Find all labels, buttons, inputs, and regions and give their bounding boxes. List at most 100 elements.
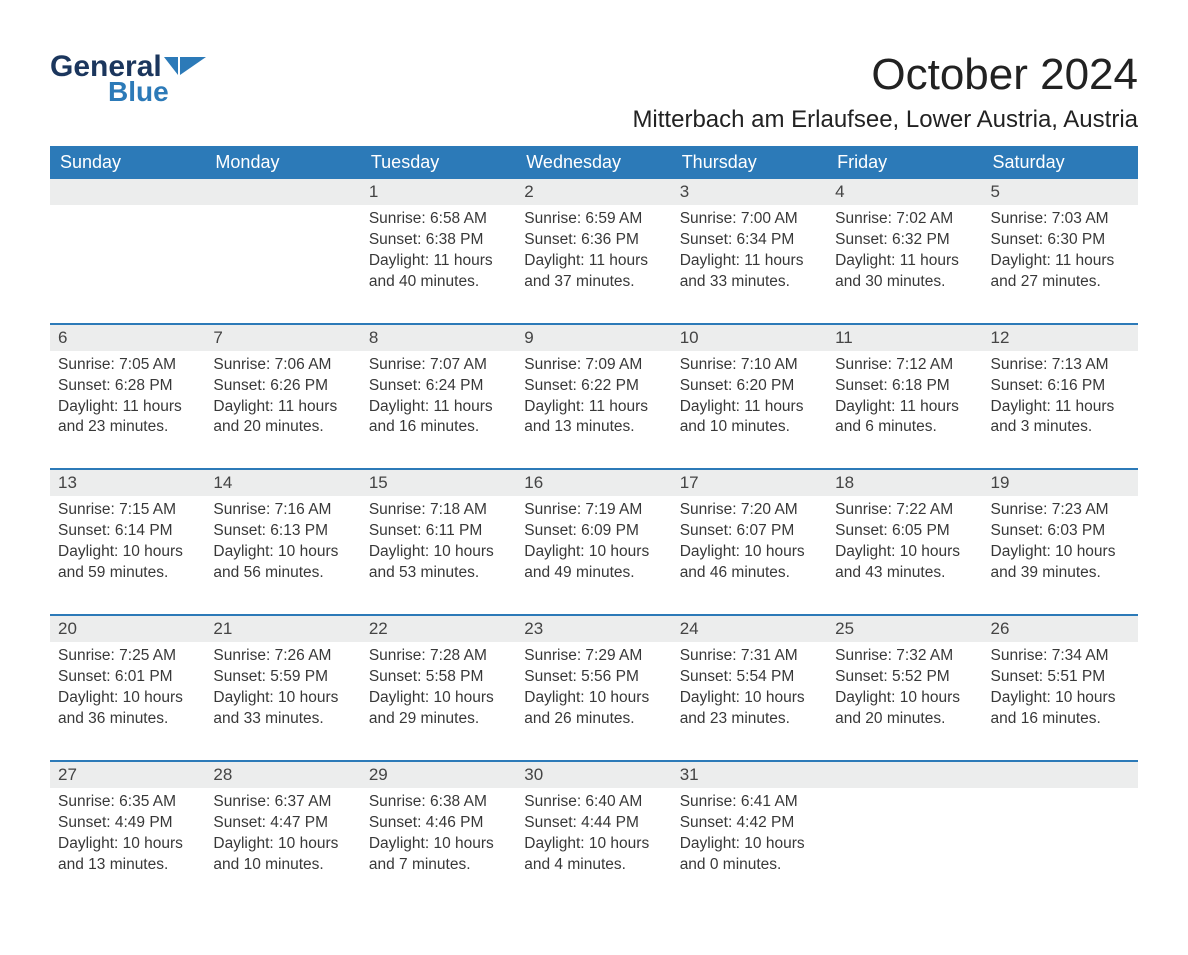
- day-number: 14: [205, 470, 360, 496]
- calendar-cell: 17Sunrise: 7:20 AMSunset: 6:07 PMDayligh…: [672, 469, 827, 615]
- day-number: 9: [516, 325, 671, 351]
- calendar-cell: 20Sunrise: 7:25 AMSunset: 6:01 PMDayligh…: [50, 615, 205, 761]
- day-details: Sunrise: 6:40 AMSunset: 4:44 PMDaylight:…: [516, 788, 671, 906]
- calendar-cell: 28Sunrise: 6:37 AMSunset: 4:47 PMDayligh…: [205, 761, 360, 906]
- title-block: October 2024 Mitterbach am Erlaufsee, Lo…: [632, 50, 1138, 134]
- logo-text-blue: Blue: [108, 76, 206, 108]
- day-number: 27: [50, 762, 205, 788]
- day-details: Sunrise: 7:34 AMSunset: 5:51 PMDaylight:…: [983, 642, 1138, 760]
- day-number: 22: [361, 616, 516, 642]
- day-details: Sunrise: 7:12 AMSunset: 6:18 PMDaylight:…: [827, 351, 982, 469]
- day-details: Sunrise: 7:05 AMSunset: 6:28 PMDaylight:…: [50, 351, 205, 469]
- header: General Blue October 2024 Mitterbach am …: [50, 50, 1138, 134]
- day-details: Sunrise: 7:00 AMSunset: 6:34 PMDaylight:…: [672, 205, 827, 323]
- calendar-cell: 16Sunrise: 7:19 AMSunset: 6:09 PMDayligh…: [516, 469, 671, 615]
- day-details-empty: [983, 788, 1138, 900]
- day-details: Sunrise: 7:06 AMSunset: 6:26 PMDaylight:…: [205, 351, 360, 469]
- day-number: 10: [672, 325, 827, 351]
- day-details: Sunrise: 6:35 AMSunset: 4:49 PMDaylight:…: [50, 788, 205, 906]
- calendar-cell: 30Sunrise: 6:40 AMSunset: 4:44 PMDayligh…: [516, 761, 671, 906]
- weekday-header-row: SundayMondayTuesdayWednesdayThursdayFrid…: [50, 146, 1138, 179]
- day-number: 4: [827, 179, 982, 205]
- weekday-header: Saturday: [983, 146, 1138, 179]
- day-details: Sunrise: 7:09 AMSunset: 6:22 PMDaylight:…: [516, 351, 671, 469]
- day-number: 25: [827, 616, 982, 642]
- day-number: 17: [672, 470, 827, 496]
- calendar-cell: 31Sunrise: 6:41 AMSunset: 4:42 PMDayligh…: [672, 761, 827, 906]
- weekday-header: Thursday: [672, 146, 827, 179]
- day-number: 26: [983, 616, 1138, 642]
- day-number-empty: [827, 762, 982, 788]
- calendar-cell: 26Sunrise: 7:34 AMSunset: 5:51 PMDayligh…: [983, 615, 1138, 761]
- day-details-empty: [827, 788, 982, 900]
- calendar-cell: 4Sunrise: 7:02 AMSunset: 6:32 PMDaylight…: [827, 179, 982, 324]
- day-number: 8: [361, 325, 516, 351]
- day-number-empty: [983, 762, 1138, 788]
- calendar-cell: 15Sunrise: 7:18 AMSunset: 6:11 PMDayligh…: [361, 469, 516, 615]
- calendar-cell: [983, 761, 1138, 906]
- day-details: Sunrise: 7:10 AMSunset: 6:20 PMDaylight:…: [672, 351, 827, 469]
- day-details: Sunrise: 7:32 AMSunset: 5:52 PMDaylight:…: [827, 642, 982, 760]
- calendar-cell: [827, 761, 982, 906]
- day-number: 3: [672, 179, 827, 205]
- day-details: Sunrise: 7:28 AMSunset: 5:58 PMDaylight:…: [361, 642, 516, 760]
- day-details: Sunrise: 6:58 AMSunset: 6:38 PMDaylight:…: [361, 205, 516, 323]
- calendar-cell: [205, 179, 360, 324]
- weekday-header: Wednesday: [516, 146, 671, 179]
- day-number: 24: [672, 616, 827, 642]
- calendar-cell: 14Sunrise: 7:16 AMSunset: 6:13 PMDayligh…: [205, 469, 360, 615]
- day-number: 29: [361, 762, 516, 788]
- calendar-cell: 27Sunrise: 6:35 AMSunset: 4:49 PMDayligh…: [50, 761, 205, 906]
- day-details: Sunrise: 6:41 AMSunset: 4:42 PMDaylight:…: [672, 788, 827, 906]
- day-details: Sunrise: 7:03 AMSunset: 6:30 PMDaylight:…: [983, 205, 1138, 323]
- day-number: 1: [361, 179, 516, 205]
- day-number: 30: [516, 762, 671, 788]
- day-details: Sunrise: 7:16 AMSunset: 6:13 PMDaylight:…: [205, 496, 360, 614]
- day-number-empty: [50, 179, 205, 205]
- calendar-cell: 22Sunrise: 7:28 AMSunset: 5:58 PMDayligh…: [361, 615, 516, 761]
- calendar-cell: 3Sunrise: 7:00 AMSunset: 6:34 PMDaylight…: [672, 179, 827, 324]
- calendar-week-row: 13Sunrise: 7:15 AMSunset: 6:14 PMDayligh…: [50, 469, 1138, 615]
- calendar-cell: 10Sunrise: 7:10 AMSunset: 6:20 PMDayligh…: [672, 324, 827, 470]
- day-details: Sunrise: 7:19 AMSunset: 6:09 PMDaylight:…: [516, 496, 671, 614]
- day-number-empty: [205, 179, 360, 205]
- day-number: 19: [983, 470, 1138, 496]
- day-details: Sunrise: 7:29 AMSunset: 5:56 PMDaylight:…: [516, 642, 671, 760]
- day-details: Sunrise: 7:22 AMSunset: 6:05 PMDaylight:…: [827, 496, 982, 614]
- calendar-cell: 8Sunrise: 7:07 AMSunset: 6:24 PMDaylight…: [361, 324, 516, 470]
- weekday-header: Sunday: [50, 146, 205, 179]
- day-number: 20: [50, 616, 205, 642]
- day-number: 5: [983, 179, 1138, 205]
- day-number: 12: [983, 325, 1138, 351]
- day-details: Sunrise: 7:25 AMSunset: 6:01 PMDaylight:…: [50, 642, 205, 760]
- calendar-cell: 1Sunrise: 6:58 AMSunset: 6:38 PMDaylight…: [361, 179, 516, 324]
- calendar-cell: [50, 179, 205, 324]
- weekday-header: Monday: [205, 146, 360, 179]
- day-details-empty: [205, 205, 360, 317]
- day-details: Sunrise: 7:15 AMSunset: 6:14 PMDaylight:…: [50, 496, 205, 614]
- calendar-cell: 24Sunrise: 7:31 AMSunset: 5:54 PMDayligh…: [672, 615, 827, 761]
- calendar-cell: 19Sunrise: 7:23 AMSunset: 6:03 PMDayligh…: [983, 469, 1138, 615]
- calendar-cell: 25Sunrise: 7:32 AMSunset: 5:52 PMDayligh…: [827, 615, 982, 761]
- calendar-cell: 5Sunrise: 7:03 AMSunset: 6:30 PMDaylight…: [983, 179, 1138, 324]
- calendar-cell: 11Sunrise: 7:12 AMSunset: 6:18 PMDayligh…: [827, 324, 982, 470]
- weekday-header: Friday: [827, 146, 982, 179]
- day-details: Sunrise: 7:13 AMSunset: 6:16 PMDaylight:…: [983, 351, 1138, 469]
- day-details-empty: [50, 205, 205, 317]
- calendar-cell: 13Sunrise: 7:15 AMSunset: 6:14 PMDayligh…: [50, 469, 205, 615]
- day-details: Sunrise: 6:59 AMSunset: 6:36 PMDaylight:…: [516, 205, 671, 323]
- calendar-cell: 29Sunrise: 6:38 AMSunset: 4:46 PMDayligh…: [361, 761, 516, 906]
- calendar-cell: 18Sunrise: 7:22 AMSunset: 6:05 PMDayligh…: [827, 469, 982, 615]
- calendar-cell: 21Sunrise: 7:26 AMSunset: 5:59 PMDayligh…: [205, 615, 360, 761]
- month-title: October 2024: [632, 50, 1138, 100]
- day-number: 15: [361, 470, 516, 496]
- day-number: 16: [516, 470, 671, 496]
- day-number: 21: [205, 616, 360, 642]
- calendar-table: SundayMondayTuesdayWednesdayThursdayFrid…: [50, 146, 1138, 905]
- calendar-week-row: 20Sunrise: 7:25 AMSunset: 6:01 PMDayligh…: [50, 615, 1138, 761]
- logo: General Blue: [50, 50, 206, 108]
- location-subtitle: Mitterbach am Erlaufsee, Lower Austria, …: [632, 106, 1138, 134]
- day-details: Sunrise: 7:18 AMSunset: 6:11 PMDaylight:…: [361, 496, 516, 614]
- day-number: 23: [516, 616, 671, 642]
- day-number: 11: [827, 325, 982, 351]
